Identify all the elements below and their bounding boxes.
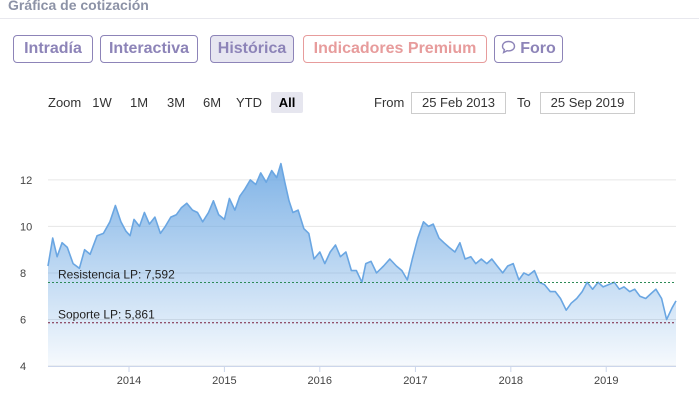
price-area (48, 163, 676, 366)
zoom-1w-button[interactable]: 1W (92, 95, 112, 110)
speech-bubble-icon (501, 40, 516, 59)
zoom-ytd-button[interactable]: YTD (236, 95, 262, 110)
y-tick-label: 6 (20, 314, 26, 326)
x-tick-label: 2015 (212, 375, 236, 387)
resistance-line-label: Resistencia LP: 7,592 (58, 267, 175, 281)
x-tick-label: 2016 (308, 375, 332, 387)
chart-section-title: Gráfica de cotización (8, 0, 149, 13)
x-tick-label: 2017 (403, 375, 427, 387)
from-date-input[interactable]: 25 Feb 2013 (411, 92, 506, 114)
tab-historica[interactable]: Histórica (210, 35, 294, 63)
support-line-label: Soporte LP: 5,861 (58, 308, 155, 322)
zoom-label: Zoom (48, 95, 82, 110)
x-tick-label: 2019 (594, 375, 618, 387)
tab-foro-label: Foro (520, 40, 556, 57)
tab-intradia[interactable]: Intradía (13, 35, 93, 63)
zoom-all-button[interactable]: All (271, 92, 303, 113)
to-label: To (517, 95, 531, 110)
zoom-3m-button[interactable]: 3M (166, 95, 186, 110)
title-divider (0, 18, 699, 19)
y-tick-label: 4 (20, 361, 26, 373)
zoom-1m-button[interactable]: 1M (129, 95, 149, 110)
tab-foro[interactable]: Foro (494, 35, 563, 63)
tab-interactiva[interactable]: Interactiva (100, 35, 198, 63)
from-label: From (374, 95, 405, 110)
tab-indicadores-premium[interactable]: Indicadores Premium (303, 35, 487, 63)
zoom-6m-button[interactable]: 6M (202, 95, 222, 110)
y-tick-label: 10 (20, 221, 32, 233)
y-tick-label: 8 (20, 268, 26, 280)
x-tick-label: 2014 (117, 375, 141, 387)
y-tick-label: 12 (20, 175, 32, 187)
x-tick-label: 2018 (499, 375, 523, 387)
price-history-chart[interactable]: 4 6 8 10 12 Resistencia LP: 7,592 Soporte LP: … (0, 145, 699, 406)
price-line (47, 162, 677, 321)
to-date-input[interactable]: 25 Sep 2019 (540, 92, 635, 114)
